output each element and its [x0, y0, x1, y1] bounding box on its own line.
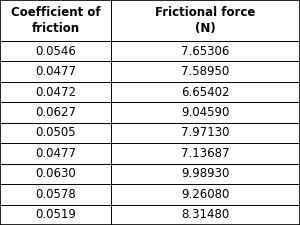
Text: 0.0627: 0.0627 [35, 106, 76, 119]
Text: 8.31480: 8.31480 [182, 208, 230, 221]
Text: 7.13687: 7.13687 [181, 147, 230, 160]
Bar [0, 61, 300, 82]
Bar [0, 102, 300, 123]
Bar [0, 143, 300, 164]
Bar [0, 0, 300, 41]
Text: 0.0519: 0.0519 [35, 208, 76, 221]
Text: 9.98930: 9.98930 [181, 167, 230, 180]
Bar [0, 184, 300, 205]
Text: 7.97130: 7.97130 [181, 126, 230, 140]
Text: 6.65402: 6.65402 [181, 86, 230, 99]
Text: 9.04590: 9.04590 [181, 106, 230, 119]
Bar [0, 41, 300, 61]
Text: 0.0505: 0.0505 [35, 126, 76, 140]
Bar [0, 164, 300, 184]
Text: 7.65306: 7.65306 [181, 45, 230, 58]
Text: 0.0546: 0.0546 [35, 45, 76, 58]
Text: 0.0472: 0.0472 [35, 86, 76, 99]
Text: 0.0477: 0.0477 [35, 147, 76, 160]
Text: 7.58950: 7.58950 [182, 65, 230, 78]
Bar [0, 82, 300, 102]
Text: Frictional force
(N): Frictional force (N) [155, 6, 256, 35]
Bar [0, 123, 300, 143]
Text: 0.0630: 0.0630 [35, 167, 76, 180]
Bar [0, 205, 300, 225]
Text: 0.0578: 0.0578 [35, 188, 76, 201]
Text: 9.26080: 9.26080 [181, 188, 230, 201]
Text: Coefficient of
friction: Coefficient of friction [11, 6, 100, 35]
Text: 0.0477: 0.0477 [35, 65, 76, 78]
